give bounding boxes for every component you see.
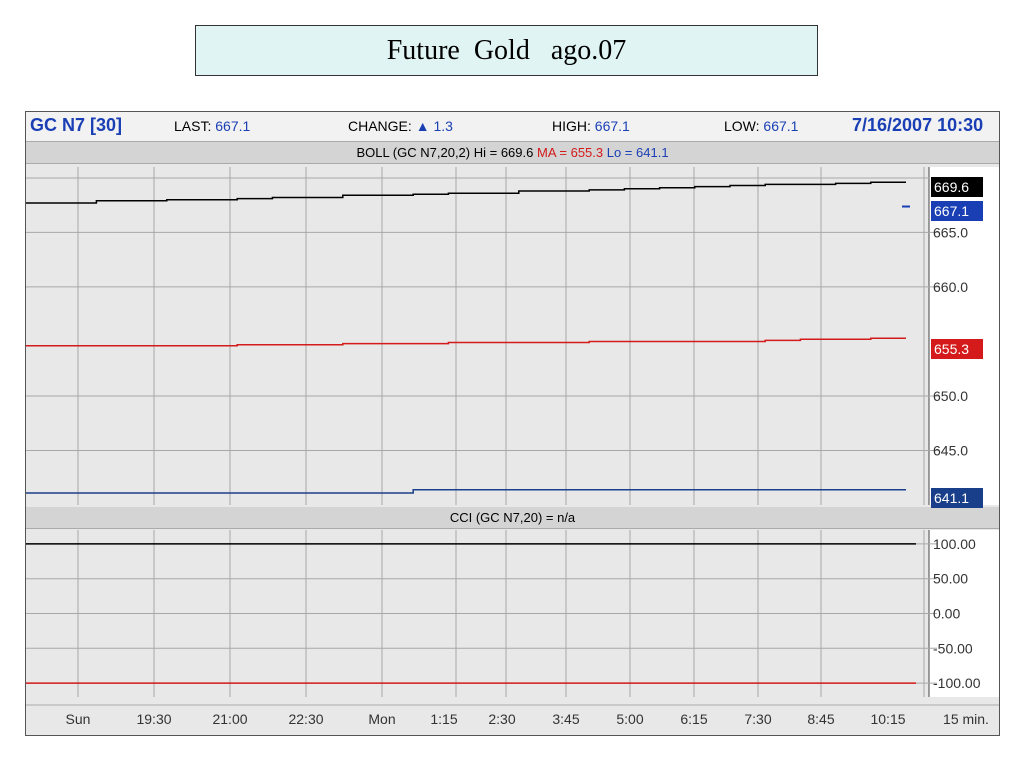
chart-frame: GC N7 [30] LAST: 667.1 CHANGE: ▲ 1.3 HIG… [25, 111, 1000, 736]
y-tick-label: 660.0 [933, 279, 968, 295]
last-label: LAST: [174, 118, 212, 134]
chart-canvas: 665.0 660.0 650.0 645.0 669.6 667.1 655.3 641.1… [26, 167, 999, 706]
x-tick-label: 2:30 [488, 711, 516, 727]
boll-hi-value: 669.6 [500, 145, 534, 160]
value-marker-box [931, 488, 983, 508]
y-axis-area-0 [929, 167, 999, 505]
page-title: Future Gold ago.07 [195, 25, 818, 76]
high-label: HIGH: [552, 118, 591, 134]
y-tick-label: -50.00 [933, 640, 973, 656]
last-value: 667.1 [215, 118, 251, 134]
quote-header: GC N7 [30] LAST: 667.1 CHANGE: ▲ 1.3 HIG… [26, 112, 999, 142]
y-tick-label: 0.00 [933, 606, 960, 622]
x-tick-label: 19:30 [136, 711, 172, 727]
y-tick-label: 650.0 [933, 388, 968, 404]
value-marker-label: 641.1 [934, 490, 969, 506]
x-tick-label: 1:15 [430, 711, 458, 727]
x-tick-label: 15 min. [943, 711, 989, 727]
change-value: 1.3 [433, 118, 453, 134]
value-marker-box [931, 339, 983, 359]
last-field: LAST: 667.1 [174, 118, 250, 134]
change-field: CHANGE: ▲ 1.3 [348, 118, 453, 134]
value-marker-label: 669.6 [934, 179, 969, 195]
x-tick-label: 3:45 [552, 711, 580, 727]
value-marker-box [931, 177, 983, 197]
x-axis-labels: Sun 19:30 21:00 22:30 Mon 1:15 2:30 3:45 5:00 6:1… [26, 706, 999, 734]
x-tick-label: 5:00 [616, 711, 644, 727]
cci-band-label: CCI (GC N7,20) = n/a [26, 507, 999, 529]
y-tick-label: 100.00 [933, 536, 976, 552]
y-tick-label: 50.00 [933, 571, 968, 587]
cci-text: CCI (GC N7,20) = n/a [449, 510, 576, 525]
value-marker-label: 655.3 [934, 341, 969, 357]
high-field: HIGH: 667.1 [552, 118, 630, 134]
x-tick-label: 21:00 [212, 711, 248, 727]
low-field: LOW: 667.1 [724, 118, 798, 134]
boll-band-label: BOLL (GC N7,20,2) Hi = 669.6 MA = 655.3 … [26, 142, 999, 164]
x-tick-label: 7:30 [744, 711, 772, 727]
boll-ma-text: MA = 655.3 [533, 145, 604, 160]
symbol-label: GC N7 [30] [30, 115, 123, 135]
datetime-label: 7/16/2007 10:30 [852, 115, 984, 135]
high-value: 667.1 [594, 118, 630, 134]
boll-lo-text: Lo = 641.1 [603, 145, 669, 160]
series-line-lo [26, 488, 906, 494]
value-marker-label: 667.1 [934, 203, 969, 219]
plot-area-0 [26, 167, 929, 505]
x-tick-label: 10:15 [870, 711, 906, 727]
low-value: 667.1 [763, 118, 799, 134]
low-label: LOW: [724, 118, 760, 134]
x-tick-label: 8:45 [807, 711, 835, 727]
up-arrow-icon: ▲ [415, 118, 430, 134]
x-tick-label: 6:15 [680, 711, 708, 727]
change-label: CHANGE: [348, 118, 412, 134]
x-tick-label: Sun [65, 711, 91, 727]
y-tick-label: -100.00 [933, 675, 981, 691]
y-axis-area-1 [929, 530, 999, 697]
y-tick-label: 665.0 [933, 224, 968, 240]
boll-prefix: BOLL (GC N7,20,2) Hi = [356, 145, 501, 160]
value-marker-box [931, 201, 983, 221]
y-tick-label: 645.0 [933, 442, 968, 458]
series-line-ma [26, 337, 906, 347]
series-line-hi [26, 181, 906, 204]
x-tick-label: 22:30 [288, 711, 324, 727]
x-tick-label: Mon [368, 711, 396, 727]
